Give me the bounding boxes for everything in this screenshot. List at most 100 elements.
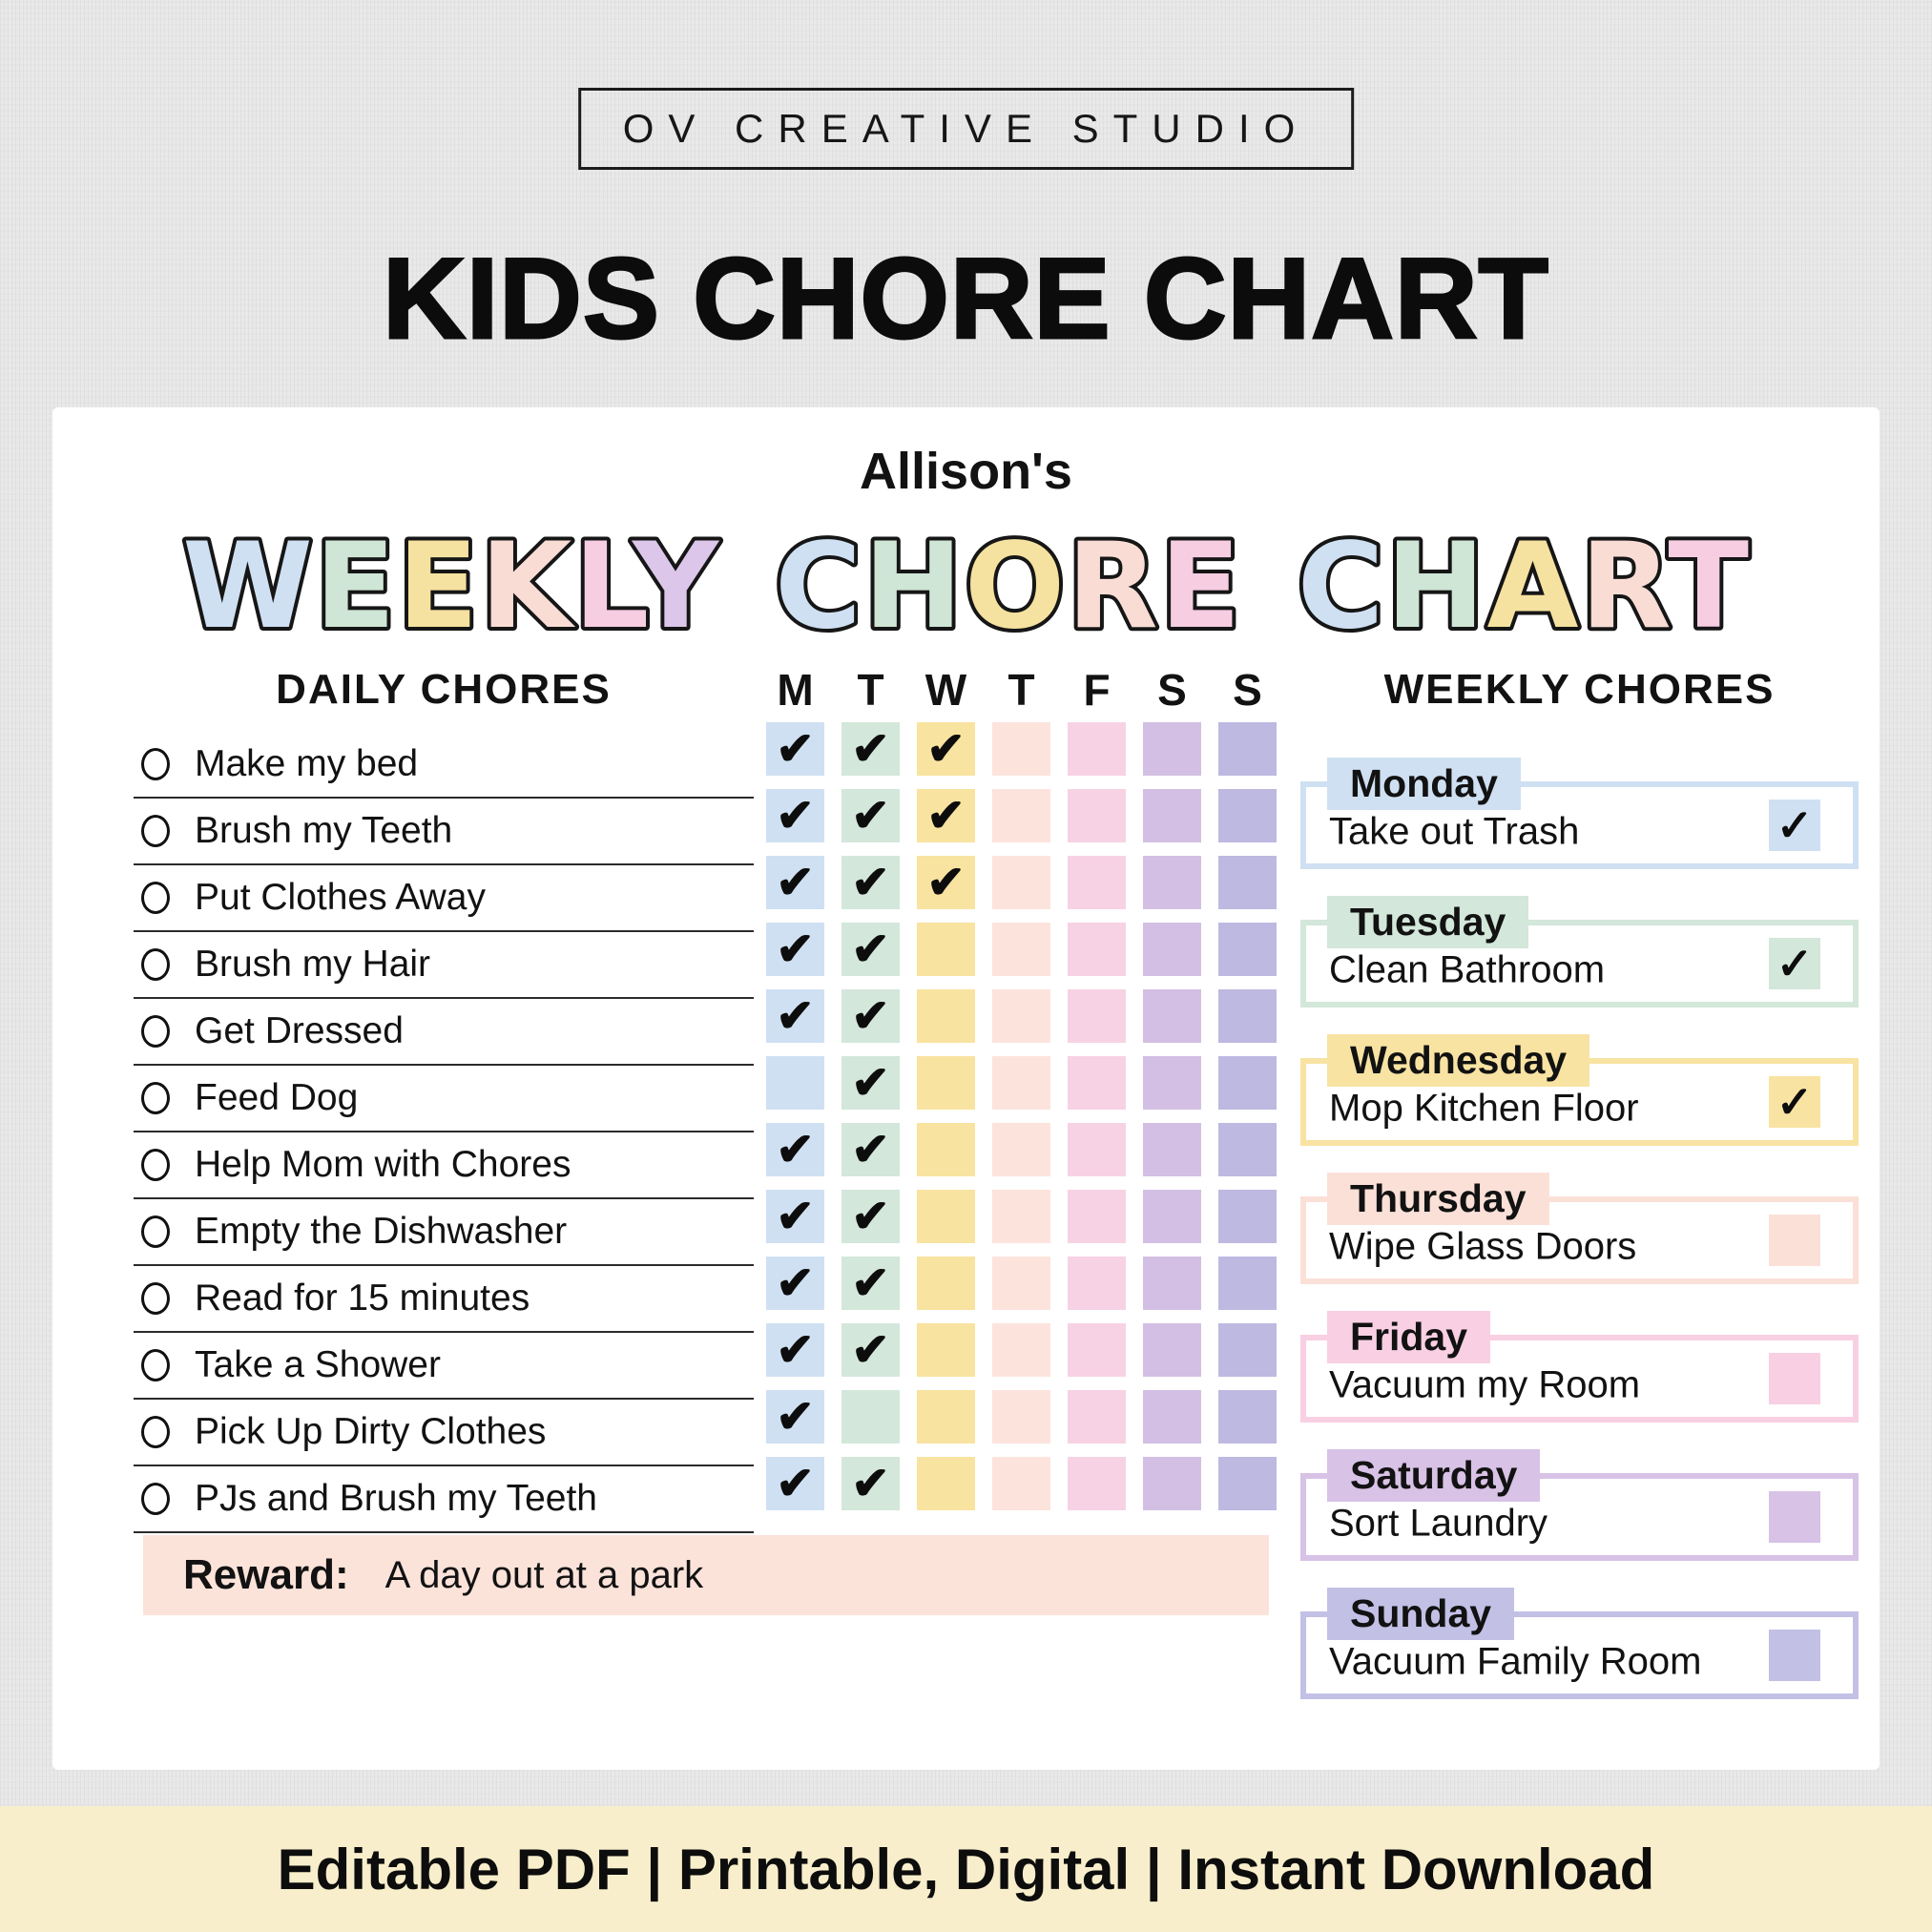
grid-cell[interactable]: [1218, 722, 1277, 776]
chore-bullet-icon[interactable]: [141, 1282, 170, 1315]
grid-cell[interactable]: [917, 923, 975, 976]
grid-cell-checked[interactable]: ✔: [766, 1190, 824, 1243]
grid-cell[interactable]: [992, 789, 1050, 842]
grid-cell[interactable]: [917, 1323, 975, 1377]
grid-cell[interactable]: [1143, 1457, 1201, 1510]
grid-cell[interactable]: [917, 1457, 975, 1510]
grid-cell[interactable]: [992, 722, 1050, 776]
grid-cell[interactable]: [766, 1056, 824, 1110]
grid-cell[interactable]: [1218, 1457, 1277, 1510]
grid-cell-checked[interactable]: ✔: [841, 856, 900, 909]
grid-cell[interactable]: [1218, 789, 1277, 842]
grid-cell[interactable]: [917, 1257, 975, 1310]
grid-cell-checked[interactable]: ✔: [766, 1323, 824, 1377]
chore-bullet-icon[interactable]: [141, 948, 170, 981]
grid-cell-checked[interactable]: ✔: [841, 1257, 900, 1310]
grid-cell[interactable]: [1068, 1190, 1126, 1243]
grid-cell[interactable]: [1218, 1257, 1277, 1310]
grid-cell[interactable]: [1218, 856, 1277, 909]
grid-cell[interactable]: [1068, 923, 1126, 976]
grid-cell[interactable]: [992, 1390, 1050, 1444]
grid-cell[interactable]: [1068, 789, 1126, 842]
grid-cell-checked[interactable]: ✔: [841, 1123, 900, 1176]
grid-cell[interactable]: [841, 1390, 900, 1444]
grid-cell[interactable]: [1068, 1390, 1126, 1444]
chore-bullet-icon[interactable]: [141, 1349, 170, 1381]
grid-cell[interactable]: [917, 1190, 975, 1243]
grid-cell[interactable]: [992, 1123, 1050, 1176]
grid-cell[interactable]: [917, 1123, 975, 1176]
chore-bullet-icon[interactable]: [141, 882, 170, 914]
grid-cell-checked[interactable]: ✔: [766, 1123, 824, 1176]
grid-cell[interactable]: [1143, 789, 1201, 842]
weekly-checkbox-checked[interactable]: ✓: [1769, 938, 1820, 989]
grid-cell[interactable]: [1068, 1323, 1126, 1377]
grid-cell[interactable]: [992, 1457, 1050, 1510]
weekly-checkbox[interactable]: [1769, 1630, 1820, 1681]
grid-cell-checked[interactable]: ✔: [841, 1190, 900, 1243]
grid-cell[interactable]: [992, 989, 1050, 1043]
grid-cell-checked[interactable]: ✔: [766, 1390, 824, 1444]
grid-cell[interactable]: [1143, 856, 1201, 909]
grid-cell[interactable]: [1218, 1390, 1277, 1444]
chore-bullet-icon[interactable]: [141, 1483, 170, 1515]
grid-cell[interactable]: [1143, 722, 1201, 776]
chore-bullet-icon[interactable]: [141, 1149, 170, 1181]
grid-cell[interactable]: [1218, 923, 1277, 976]
chore-bullet-icon[interactable]: [141, 1215, 170, 1248]
weekly-checkbox-checked[interactable]: ✓: [1769, 800, 1820, 851]
reward-value[interactable]: A day out at a park: [384, 1553, 704, 1596]
grid-cell[interactable]: [1143, 1390, 1201, 1444]
chore-bullet-icon[interactable]: [141, 815, 170, 847]
grid-cell-checked[interactable]: ✔: [841, 1056, 900, 1110]
grid-cell[interactable]: [1143, 1190, 1201, 1243]
chore-bullet-icon[interactable]: [141, 1015, 170, 1048]
grid-cell[interactable]: [1068, 989, 1126, 1043]
chore-bullet-icon[interactable]: [141, 1082, 170, 1114]
grid-cell[interactable]: [992, 1056, 1050, 1110]
grid-cell-checked[interactable]: ✔: [766, 1457, 824, 1510]
grid-cell[interactable]: [1143, 1323, 1201, 1377]
grid-cell-checked[interactable]: ✔: [766, 1257, 824, 1310]
grid-cell[interactable]: [992, 1323, 1050, 1377]
grid-cell-checked[interactable]: ✔: [841, 989, 900, 1043]
grid-cell[interactable]: [1068, 722, 1126, 776]
grid-cell[interactable]: [1143, 1056, 1201, 1110]
grid-cell[interactable]: [992, 1257, 1050, 1310]
grid-cell-checked[interactable]: ✔: [766, 789, 824, 842]
grid-cell-checked[interactable]: ✔: [917, 789, 975, 842]
grid-cell-checked[interactable]: ✔: [766, 989, 824, 1043]
grid-cell-checked[interactable]: ✔: [841, 1457, 900, 1510]
grid-cell[interactable]: [1218, 1123, 1277, 1176]
grid-cell[interactable]: [917, 1390, 975, 1444]
grid-cell[interactable]: [1218, 989, 1277, 1043]
grid-cell[interactable]: [1068, 1257, 1126, 1310]
weekly-checkbox[interactable]: [1769, 1215, 1820, 1266]
grid-cell-checked[interactable]: ✔: [841, 722, 900, 776]
grid-cell[interactable]: [1068, 1123, 1126, 1176]
grid-cell-checked[interactable]: ✔: [841, 789, 900, 842]
grid-cell[interactable]: [1143, 989, 1201, 1043]
grid-cell[interactable]: [1143, 923, 1201, 976]
grid-cell[interactable]: [1068, 1457, 1126, 1510]
grid-cell-checked[interactable]: ✔: [917, 856, 975, 909]
chore-bullet-icon[interactable]: [141, 1416, 170, 1448]
grid-cell[interactable]: [917, 1056, 975, 1110]
grid-cell[interactable]: [1068, 1056, 1126, 1110]
grid-cell[interactable]: [1068, 856, 1126, 909]
grid-cell-checked[interactable]: ✔: [841, 923, 900, 976]
grid-cell[interactable]: [1143, 1257, 1201, 1310]
chore-bullet-icon[interactable]: [141, 748, 170, 780]
weekly-checkbox[interactable]: [1769, 1353, 1820, 1404]
grid-cell[interactable]: [992, 1190, 1050, 1243]
grid-cell[interactable]: [1218, 1056, 1277, 1110]
grid-cell-checked[interactable]: ✔: [917, 722, 975, 776]
weekly-checkbox-checked[interactable]: ✓: [1769, 1076, 1820, 1128]
weekly-checkbox[interactable]: [1769, 1491, 1820, 1543]
grid-cell-checked[interactable]: ✔: [841, 1323, 900, 1377]
grid-cell[interactable]: [1143, 1123, 1201, 1176]
grid-cell[interactable]: [1218, 1323, 1277, 1377]
grid-cell[interactable]: [992, 856, 1050, 909]
grid-cell[interactable]: [992, 923, 1050, 976]
grid-cell-checked[interactable]: ✔: [766, 856, 824, 909]
